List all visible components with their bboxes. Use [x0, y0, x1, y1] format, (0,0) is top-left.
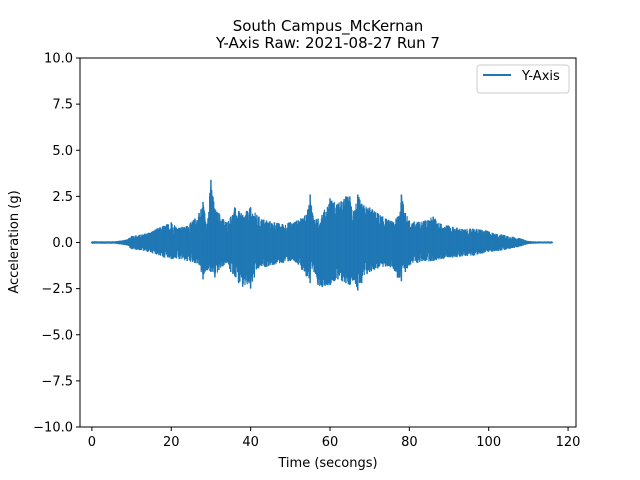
y-axis-label: Acceleration (g): [7, 190, 22, 293]
y-tick-label: 2.5: [52, 190, 73, 205]
x-tick-label: 40: [242, 435, 259, 450]
x-axis-label: Time (secongs): [277, 456, 377, 471]
x-tick-label: 60: [322, 435, 339, 450]
x-tick-label: 80: [401, 435, 418, 450]
chart-subtitle: Y-Axis Raw: 2021-08-27 Run 7: [215, 34, 440, 52]
y-tick-label: 7.5: [52, 98, 73, 113]
y-tick-label: −5.0: [41, 328, 73, 343]
x-tick-label: 100: [476, 435, 501, 450]
plot-frame: [79, 57, 577, 428]
x-tick-label: 120: [556, 435, 581, 450]
plot-layer: [91, 179, 553, 291]
y-tick-label: −10.0: [33, 421, 73, 436]
legend: Y-Axis: [476, 64, 570, 94]
y-tick-label: −7.5: [41, 374, 73, 389]
x-tick-label: 20: [163, 435, 180, 450]
y-tick-label: 5.0: [52, 144, 73, 159]
y-tick-label: 0.0: [52, 236, 73, 251]
y-tick-label: −2.5: [41, 282, 73, 297]
legend-box: [476, 64, 570, 94]
x-ticks: 0 20 40 60 80 100 120: [88, 427, 581, 450]
y-tick-label: 10.0: [44, 52, 73, 67]
legend-label: Y-Axis: [521, 69, 560, 84]
series-peaks-y-axis: [91, 179, 553, 291]
y-ticks: −10.0 −7.5 −5.0 −2.5 0.0 2.5 5.0 7.5 10.0: [33, 52, 80, 436]
x-tick-label: 0: [88, 435, 96, 450]
chart-title: South Campus_McKernan: [233, 17, 424, 36]
